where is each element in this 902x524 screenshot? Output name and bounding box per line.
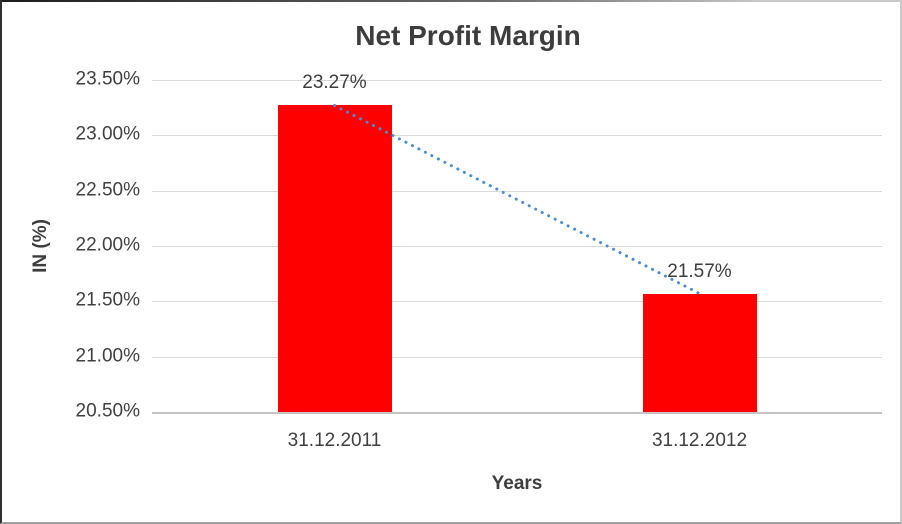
- data-label-0: 23.27%: [302, 72, 367, 94]
- bar-0: [277, 105, 392, 412]
- gridline: [152, 80, 882, 81]
- xtick-0: 31.12.2011: [287, 430, 382, 451]
- gridline: [152, 135, 882, 137]
- x-axis-line: [152, 412, 882, 414]
- ytick-4: 21.50%: [75, 289, 140, 311]
- gridline: [152, 301, 882, 303]
- chart-border-top: [2, 0, 900, 2]
- gridline: [152, 190, 882, 192]
- gridline: [152, 246, 882, 247]
- x-axis-title: Years: [491, 473, 543, 494]
- xtick-1: 31.12.2012: [651, 430, 748, 451]
- ytick-0: 23.50%: [75, 68, 140, 90]
- ytick-6: 20.50%: [75, 400, 140, 422]
- ytick-1: 23.00%: [75, 123, 140, 145]
- plot-area: [152, 80, 882, 414]
- ytick-3: 22.00%: [75, 234, 140, 256]
- bar-1: [642, 293, 757, 412]
- chart-title: Net Profit Margin: [355, 20, 581, 51]
- data-label-1: 21.57%: [667, 260, 732, 282]
- ytick-5: 21.00%: [75, 345, 140, 367]
- gridline: [152, 356, 882, 358]
- ytick-2: 22.50%: [75, 179, 140, 201]
